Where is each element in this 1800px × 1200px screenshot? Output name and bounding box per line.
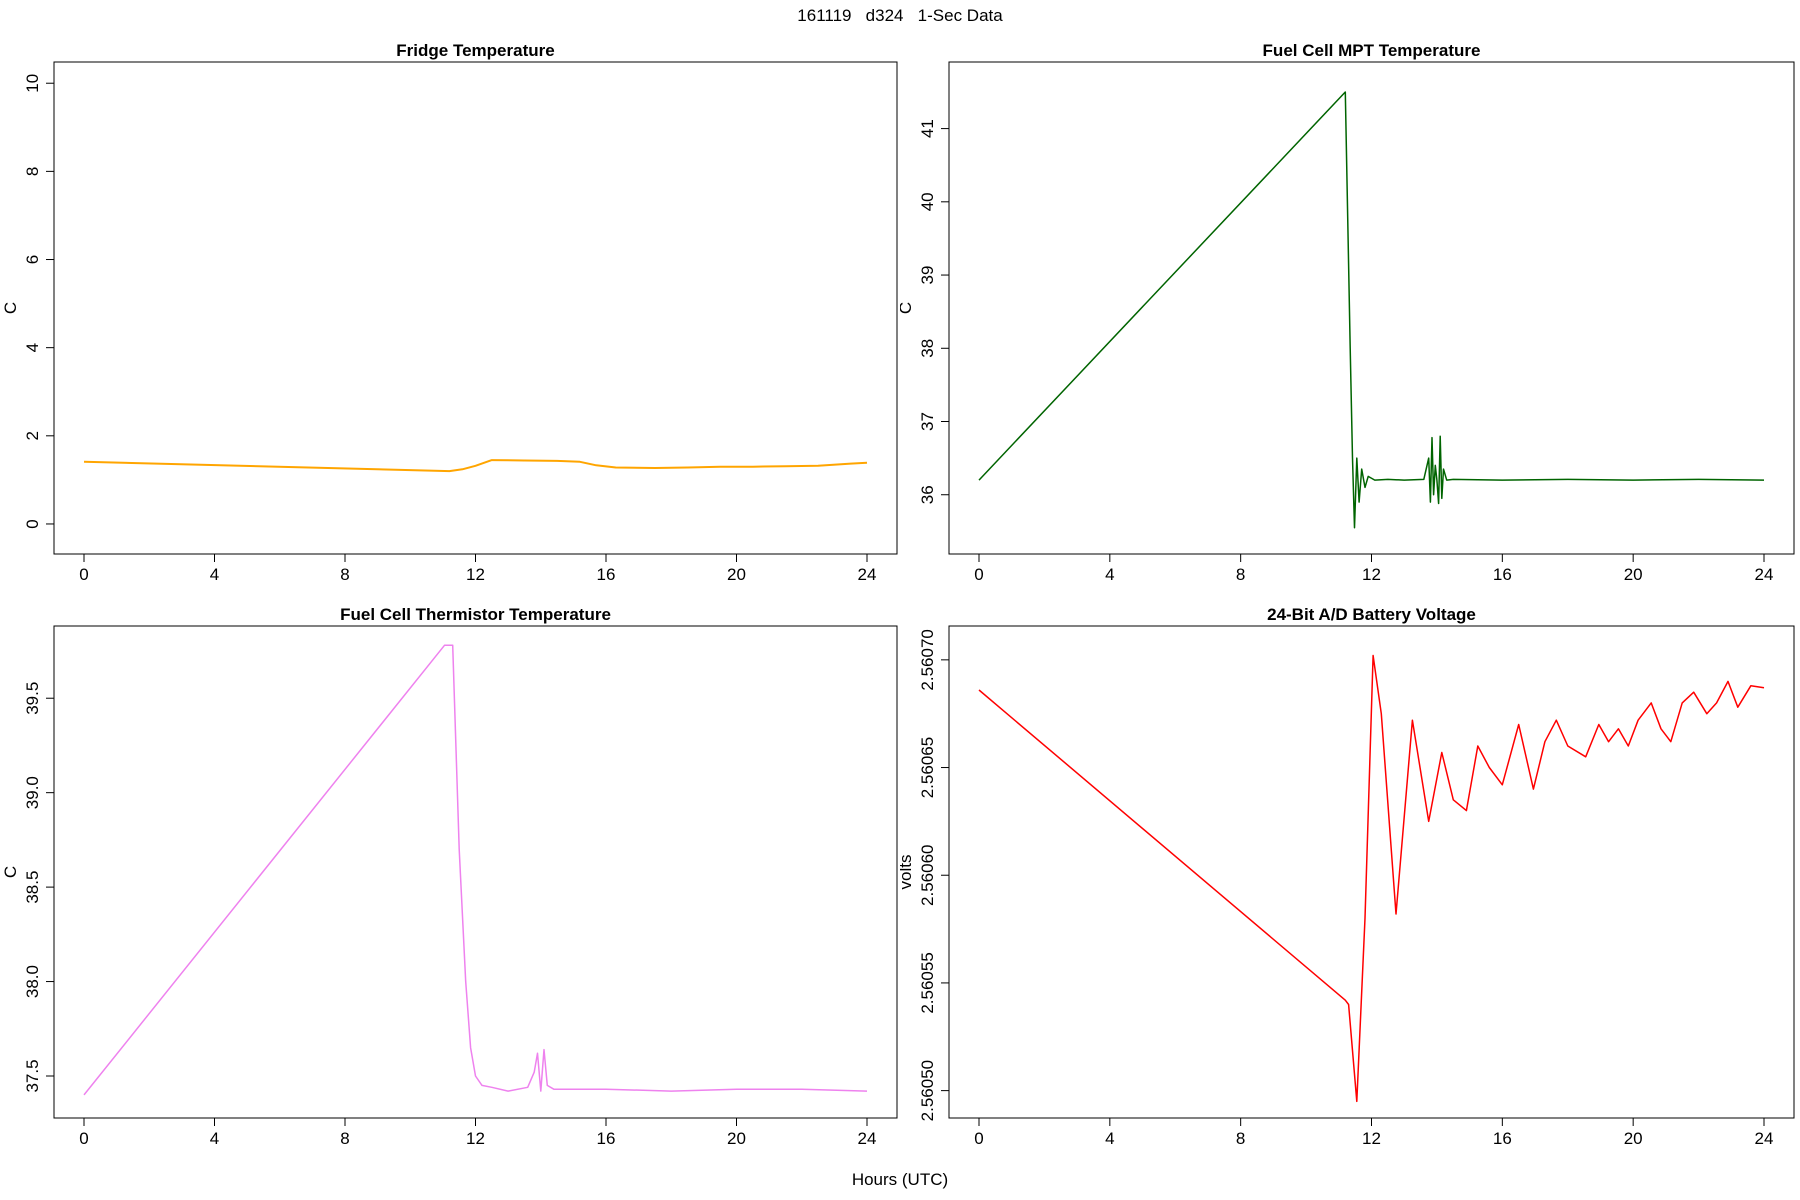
fuel-cell-thermistor-temperature-plot-frame <box>53 625 898 1119</box>
fridge-temperature-y-label: C <box>1 302 20 314</box>
fridge-temperature-series-line <box>83 459 868 473</box>
24-bit-a-d-battery-voltage-x-tick-label: 8 <box>1236 1129 1245 1148</box>
fuel-cell-mpt-temperature-x-tick-label: 12 <box>1362 565 1381 584</box>
fuel-cell-mpt-temperature-x-tick-label: 8 <box>1236 565 1245 584</box>
fridge-temperature-x-tick-label: 0 <box>79 565 88 584</box>
fuel-cell-thermistor-temperature-x-tick-label: 4 <box>210 1129 219 1148</box>
fuel-cell-mpt-temperature-y-tick-label: 38 <box>918 339 937 358</box>
24-bit-a-d-battery-voltage-x-tick-label: 20 <box>1624 1129 1643 1148</box>
fuel-cell-mpt-temperature-y-tick-label: 36 <box>918 485 937 504</box>
fuel-cell-thermistor-temperature-y-tick-label: 39.5 <box>23 682 42 715</box>
fridge-temperature-x-tick-label: 4 <box>210 565 219 584</box>
fuel-cell-mpt-temperature-title: Fuel Cell MPT Temperature <box>1263 41 1481 60</box>
fridge-temperature-x-tick-label: 24 <box>858 565 877 584</box>
24-bit-a-d-battery-voltage-x-tick-label: 16 <box>1493 1129 1512 1148</box>
fridge-temperature-x-tick-label: 12 <box>466 565 485 584</box>
fridge-temperature-y-tick-label: 8 <box>23 167 42 176</box>
fridge-temperature-title: Fridge Temperature <box>396 41 554 60</box>
fuel-cell-mpt-temperature-x-tick-label: 4 <box>1105 565 1114 584</box>
fridge-temperature-x-tick-label: 20 <box>727 565 746 584</box>
fuel-cell-mpt-temperature-x-tick-label: 0 <box>974 565 983 584</box>
24-bit-a-d-battery-voltage-y-tick-label: 2.56050 <box>918 1060 937 1121</box>
fuel-cell-thermistor-temperature-series-line <box>83 644 868 1096</box>
figure-title: 161119 d324 1-Sec Data <box>797 6 1003 25</box>
24-bit-a-d-battery-voltage-title: 24-Bit A/D Battery Voltage <box>1267 605 1476 624</box>
fuel-cell-thermistor-temperature-x-tick-label: 8 <box>340 1129 349 1148</box>
24-bit-a-d-battery-voltage-y-tick-label: 2.56065 <box>918 737 937 798</box>
x-axis-label: Hours (UTC) <box>851 1170 949 1189</box>
fuel-cell-thermistor-temperature-y-tick-label: 38.5 <box>23 871 42 904</box>
fridge-temperature-y-tick-label: 6 <box>23 255 42 264</box>
panel-fuel-cell-mpt-temperature: Fuel Cell MPT Temperature C 0 4 8 12 16 20 24 36 3… <box>900 41 1795 584</box>
fuel-cell-mpt-temperature-y-label: C <box>900 302 915 314</box>
fuel-cell-mpt-temperature-x-tick-label: 20 <box>1624 565 1643 584</box>
24-bit-a-d-battery-voltage-x-tick-label: 0 <box>974 1129 983 1148</box>
fuel-cell-thermistor-temperature-y-tick-label: 39.0 <box>23 776 42 809</box>
fuel-cell-mpt-temperature-series-line <box>978 91 1765 529</box>
fridge-temperature-x-tick-label: 8 <box>340 565 349 584</box>
panel-fuel-cell-thermistor-temperature: Fuel Cell Thermistor Temperature C 0 4 8 12 16… <box>1 605 898 1148</box>
24-bit-a-d-battery-voltage-series-line <box>978 654 1765 1103</box>
24-bit-a-d-battery-voltage-x-tick-label: 12 <box>1362 1129 1381 1148</box>
fuel-cell-thermistor-temperature-x-tick-label: 12 <box>466 1129 485 1148</box>
fuel-cell-thermistor-temperature-x-tick-label: 0 <box>79 1129 88 1148</box>
fuel-cell-mpt-temperature-x-tick-label: 16 <box>1493 565 1512 584</box>
fridge-temperature-x-tick-label: 16 <box>597 565 616 584</box>
24-bit-a-d-battery-voltage-x-tick-label: 4 <box>1105 1129 1114 1148</box>
fridge-temperature-y-tick-label: 10 <box>23 74 42 93</box>
fuel-cell-thermistor-temperature-y-tick-label: 37.5 <box>23 1059 42 1092</box>
24-bit-a-d-battery-voltage-y-tick-label: 2.56060 <box>918 845 937 906</box>
fuel-cell-thermistor-temperature-y-label: C <box>1 866 20 878</box>
fuel-cell-mpt-temperature-y-tick-label: 39 <box>918 266 937 285</box>
24-bit-a-d-battery-voltage-y-label: volts <box>900 855 915 890</box>
24-bit-a-d-battery-voltage-y-tick-label: 2.56070 <box>918 629 937 690</box>
fuel-cell-thermistor-temperature-y-tick-label: 38.0 <box>23 965 42 998</box>
fridge-temperature-y-tick-label: 4 <box>23 343 42 352</box>
fuel-cell-thermistor-temperature-x-tick-label: 20 <box>727 1129 746 1148</box>
fridge-temperature-y-tick-label: 0 <box>23 519 42 528</box>
24-bit-a-d-battery-voltage-x-tick-label: 24 <box>1755 1129 1774 1148</box>
fuel-cell-thermistor-temperature-x-tick-label: 16 <box>597 1129 616 1148</box>
24-bit-a-d-battery-voltage-y-tick-label: 2.56055 <box>918 952 937 1013</box>
fuel-cell-mpt-temperature-y-tick-label: 37 <box>918 412 937 431</box>
fuel-cell-mpt-temperature-x-tick-label: 24 <box>1755 565 1774 584</box>
fuel-cell-thermistor-temperature-x-tick-label: 24 <box>858 1129 877 1148</box>
fuel-cell-mpt-temperature-y-tick-label: 40 <box>918 192 937 211</box>
fridge-temperature-plot-frame <box>53 61 898 555</box>
fuel-cell-thermistor-temperature-title: Fuel Cell Thermistor Temperature <box>340 605 611 624</box>
fridge-temperature-y-tick-label: 2 <box>23 431 42 440</box>
panel-battery-voltage: 24-Bit A/D Battery Voltage volts 0 4 8 12 16 20… <box>900 605 1795 1148</box>
fuel-cell-mpt-temperature-y-tick-label: 41 <box>918 119 937 138</box>
